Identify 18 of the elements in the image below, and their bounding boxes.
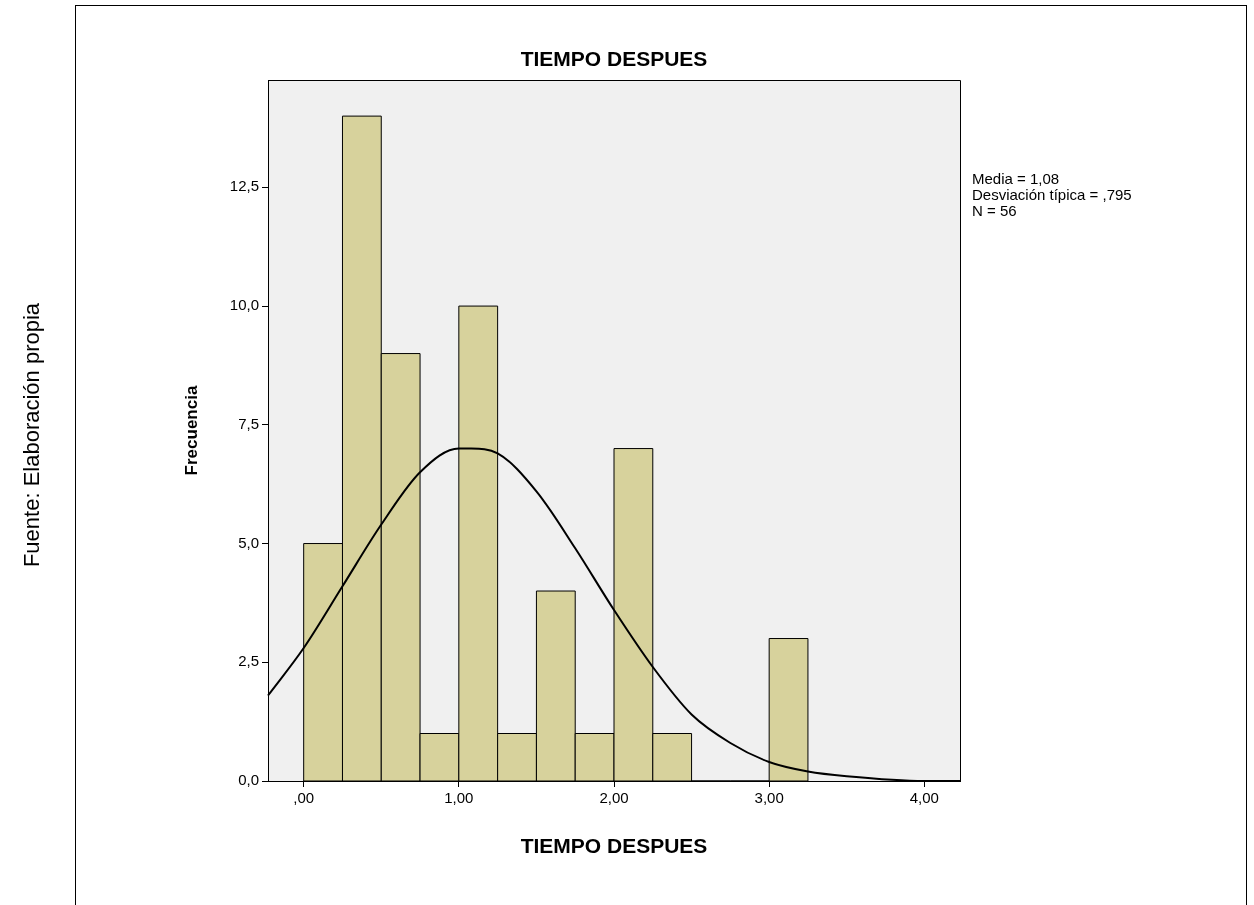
chart-title: TIEMPO DESPUES — [520, 46, 708, 70]
y-tick-label: 5,0 — [238, 533, 259, 551]
y-tick-label: 7,5 — [238, 414, 259, 432]
y-tick-label: 2,5 — [238, 652, 259, 670]
x-tick-label: 2,00 — [599, 789, 629, 807]
y-tick-label: 10,0 — [229, 296, 259, 314]
x-tick-label: ,00 — [293, 789, 315, 807]
text: N = 56 — [972, 202, 1017, 220]
y-tick-label: 0,0 — [238, 771, 259, 789]
text: Media = 1,08 — [972, 170, 1060, 188]
x-axis-title: TIEMPO DESPUES — [520, 833, 708, 857]
source-note: Fuente: Elaboración propia — [19, 302, 45, 568]
y-axis-title: Frecuencia — [181, 385, 201, 476]
text: Desviación típica = ,795 — [972, 186, 1132, 204]
x-tick-label: 1,00 — [444, 789, 474, 807]
x-tick-label: 4,00 — [909, 789, 939, 807]
y-tick-label: 12,5 — [229, 177, 259, 195]
x-tick-label: 3,00 — [754, 789, 784, 807]
